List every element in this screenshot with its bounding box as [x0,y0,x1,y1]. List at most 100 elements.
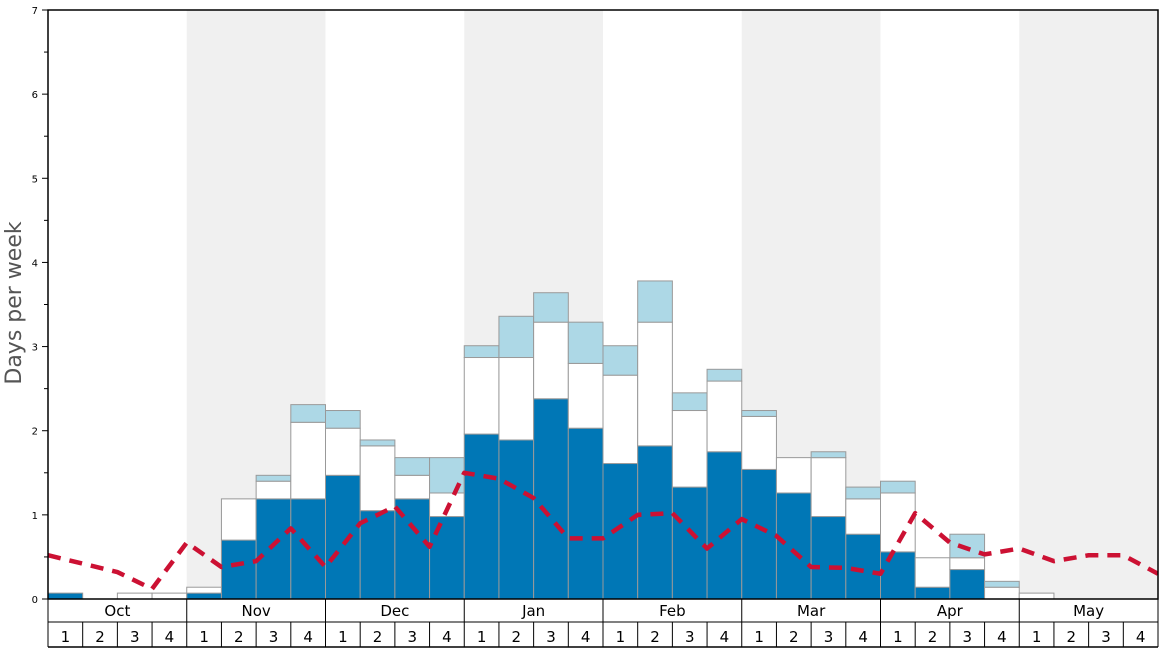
bar-light-week-9 [325,410,361,429]
bar-white-week-15 [533,321,569,400]
bar-dark-week-19 [671,486,708,600]
week-label: 4 [165,628,175,646]
bar-dark-week-14 [498,439,535,600]
y-tick-label: 6 [32,90,38,101]
week-label: 4 [442,628,452,646]
bar-white-week-20 [706,380,743,453]
bar-white-week-27 [949,557,986,571]
bar-white-week-6 [220,498,257,541]
week-label: 2 [234,628,244,646]
week-label: 1 [893,628,903,646]
bar-white-week-23 [810,457,847,518]
week-label: 1 [338,628,348,646]
bar-dark-week-12 [429,516,465,600]
bar-dark-week-22 [775,492,812,600]
bar-light-week-11 [394,457,431,476]
bar-light-week-23 [810,451,847,459]
bar-white-week-28 [984,586,1020,600]
bar-white-week-3 [116,592,153,600]
bar-dark-week-24 [845,533,881,600]
bar-light-week-25 [880,480,916,494]
y-tick-label: 4 [32,258,38,269]
bar-white-week-26 [914,557,951,588]
week-label: 2 [1067,628,1077,646]
bar-white-week-24 [845,498,881,535]
bar-light-week-7 [255,474,292,482]
bar-light-week-8 [290,404,326,423]
bar-white-week-17 [602,374,639,465]
week-label: 4 [581,628,591,646]
y-tick-label: 5 [32,174,38,185]
bar-light-week-21 [741,410,777,417]
bar-white-week-21 [741,415,777,470]
bar-light-week-17 [602,345,639,376]
bar-dark-week-17 [602,463,639,600]
bar-white-week-13 [463,357,500,435]
bar-white-week-8 [290,421,326,500]
y-tick-label: 0 [32,595,38,606]
bar-white-week-10 [359,445,396,512]
bar-dark-week-20 [706,451,743,600]
week-label: 2 [95,628,105,646]
week-label: 4 [858,628,868,646]
week-label: 2 [928,628,938,646]
week-label: 1 [616,628,626,646]
week-label: 4 [997,628,1007,646]
bar-dark-week-16 [567,427,604,600]
week-label: 2 [650,628,660,646]
week-label: 4 [1136,628,1146,646]
month-label-feb: Feb [659,602,686,620]
week-label: 4 [303,628,313,646]
month-label-jan: Jan [521,602,545,620]
bar-white-week-5 [186,586,222,594]
bar-dark-week-9 [325,474,361,600]
bar-light-week-10 [359,439,396,447]
y-tick-label: 1 [32,511,38,522]
bar-white-week-29 [1018,592,1055,600]
bar-dark-week-15 [533,398,569,600]
month-label-apr: Apr [937,602,964,620]
week-label: 1 [754,628,764,646]
bar-light-week-18 [637,280,673,323]
bar-light-week-20 [706,368,743,382]
bar-dark-week-10 [359,510,396,600]
month-label-nov: Nov [241,602,270,620]
bar-dark-week-23 [810,516,847,600]
y-tick-label: 2 [32,427,38,438]
month-label-mar: Mar [797,602,826,620]
y-axis-label: Days per week [2,221,27,385]
bar-light-week-28 [984,580,1020,588]
bar-white-week-18 [637,321,673,447]
bar-dark-week-13 [463,433,500,600]
week-label: 1 [477,628,487,646]
bar-white-week-11 [394,474,431,500]
bar-dark-week-21 [741,468,777,600]
bar-dark-week-5 [186,592,222,600]
week-label: 1 [61,628,71,646]
week-label: 2 [789,628,799,646]
bar-light-week-24 [845,486,881,500]
bar-white-week-7 [255,480,292,500]
average-line [48,470,1158,592]
bar-dark-week-18 [637,445,673,600]
week-label: 1 [199,628,209,646]
bar-white-week-4 [151,592,188,600]
bar-white-week-22 [775,457,812,494]
month-label-oct: Oct [104,602,130,620]
month-band-may [1019,10,1158,599]
week-label: 3 [685,628,695,646]
bar-light-week-19 [671,392,708,412]
bar-light-week-14 [498,315,535,359]
bar-white-week-16 [567,362,604,429]
bar-white-week-9 [325,427,361,476]
bar-white-week-14 [498,357,535,441]
week-label: 3 [130,628,140,646]
y-tick-label: 3 [32,343,38,354]
bar-light-week-27 [949,533,986,559]
week-label: 2 [373,628,383,646]
bar-light-week-15 [533,292,569,323]
bar-dark-week-7 [255,498,292,600]
week-label: 3 [962,628,972,646]
bar-light-week-16 [567,321,604,364]
